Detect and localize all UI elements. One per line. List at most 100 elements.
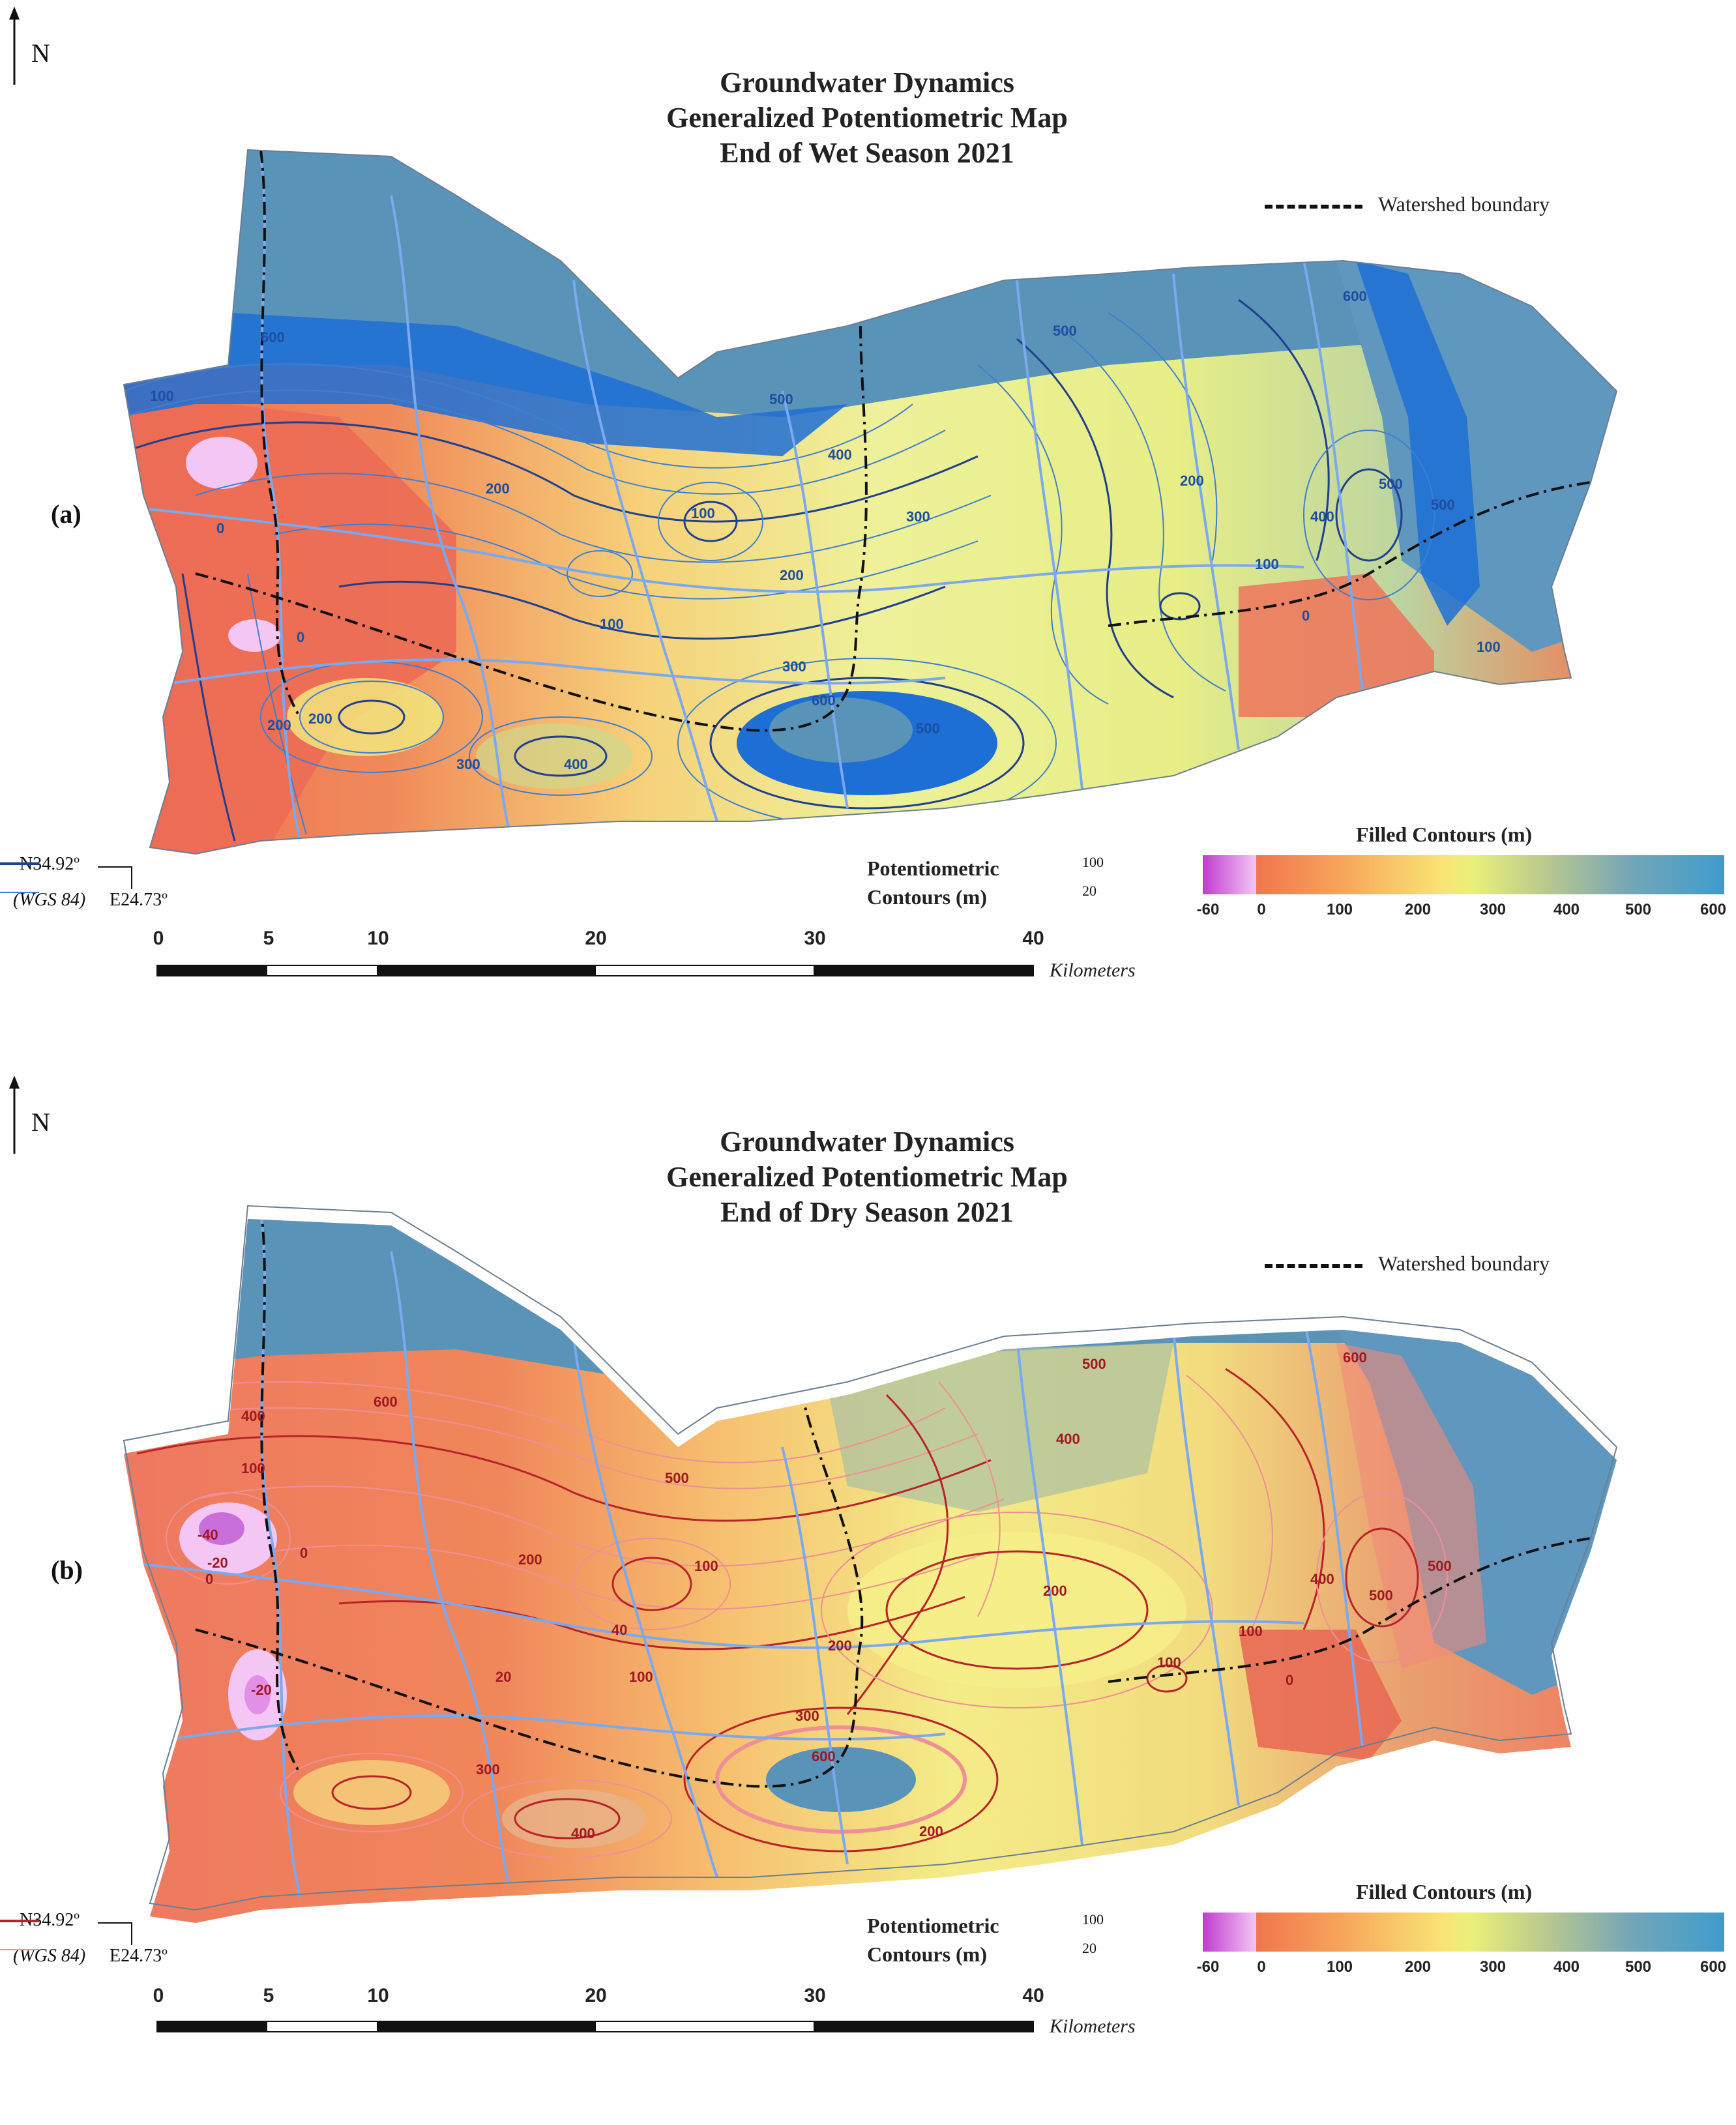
coastline-a (123, 149, 1618, 855)
contour-lines-b (130, 1368, 1448, 1858)
contour-label: 100 (1255, 556, 1279, 572)
contour-label: 100 (629, 1669, 653, 1685)
scale-tick: 40 (1022, 1985, 1044, 2006)
title-line: End of Dry Season 2021 (720, 1196, 1014, 1228)
colorbar-tick: 0 (1257, 1958, 1266, 1976)
watershed-boundary-label: Watershed boundary (1378, 1252, 1550, 1275)
watershed-boundary-a2 (195, 325, 868, 732)
river-network-a (143, 156, 1364, 842)
filled-contours-b (124, 1219, 1617, 1923)
contour-label: 200 (1043, 1583, 1067, 1599)
minor-contour-value: 20 (1082, 1940, 1096, 1956)
colorbar-tick: -60 (1196, 1958, 1220, 1976)
colorbar-tick: 500 (1625, 901, 1652, 918)
scale-tick: 40 (1022, 928, 1044, 949)
watershed-boundary-b2 (195, 1342, 864, 1788)
colorbar-tick: 200 (1404, 1958, 1432, 1976)
panel-label-b: (b) (51, 1555, 83, 1585)
colorbar-tick: 400 (1553, 901, 1580, 918)
contour-label: 0 (297, 629, 304, 645)
scale-tick: 10 (367, 1985, 389, 2006)
contour-label: 600 (1343, 288, 1367, 304)
datum-label: (WGS 84) (13, 890, 86, 910)
contour-label: 100 (1477, 639, 1501, 655)
major-contour-swatch-a (0, 862, 39, 865)
filled-contours-colorbar-a (1203, 855, 1724, 894)
watershed-boundary-label: Watershed boundary (1378, 192, 1550, 216)
contour-label: 200 (780, 567, 804, 583)
contour-labels-b: 400 600 100 -40 -20 0 0 -20 200 500 100 … (198, 1349, 1452, 1841)
contour-label: 300 (782, 658, 806, 675)
contour-label: 500 (1431, 497, 1455, 513)
colorbar-tick: 300 (1479, 1958, 1507, 1976)
contour-label: 500 (665, 1470, 689, 1486)
contour-label: -20 (207, 1555, 228, 1571)
major-contour-swatch-b (0, 1920, 39, 1922)
contour-label: 300 (795, 1708, 819, 1724)
contour-label: 200 (486, 480, 510, 497)
contour-label: 200 (308, 711, 332, 727)
panel-label-a: (a) (51, 499, 81, 529)
title-line: Groundwater Dynamics (720, 1126, 1014, 1158)
map-canvas-a: 600 100 0 200 100 200 0 100 200 300 400 … (123, 149, 1618, 855)
coastline-b (123, 1205, 1618, 1911)
colorbar-tick: 600 (1699, 901, 1727, 918)
contour-label: 600 (374, 1394, 398, 1410)
contour-label: 200 (1180, 473, 1204, 489)
watershed-boundary-a3 (1108, 481, 1591, 627)
title-line: Groundwater Dynamics (720, 66, 1014, 98)
title-line: Generalized Potentiometric Map (666, 1161, 1068, 1193)
colorbar-tick: 100 (1326, 901, 1353, 918)
legend-title-line: Potentiometric (867, 857, 999, 880)
map-canvas-b: 400 600 100 -40 -20 0 0 -20 200 500 100 … (123, 1205, 1618, 1923)
contour-label: 200 (267, 717, 291, 733)
contour-label: 0 (300, 1545, 308, 1561)
contour-label: 500 (1082, 1356, 1106, 1372)
contour-label: -40 (198, 1527, 218, 1543)
legend-title-line: Potentiometric (867, 1914, 999, 1937)
minor-contour-value: 20 (1082, 883, 1096, 899)
contour-label: 200 (828, 1637, 852, 1654)
colorbar-tick: 100 (1326, 1958, 1353, 1976)
minor-contour-swatch-b (0, 1949, 39, 1950)
contour-label: 100 (1239, 1623, 1263, 1639)
map-panel-b: 400 600 100 -40 -20 0 0 -20 200 500 100 … (0, 1069, 1736, 2125)
watershed-boundary-legend-b: Watershed boundary (1265, 1252, 1630, 1276)
map-title-a: Groundwater Dynamics Generalized Potenti… (574, 65, 1160, 171)
contour-label: 0 (1302, 608, 1310, 624)
legend-title-line: Contours (m) (867, 885, 987, 909)
contour-label: 200 (518, 1551, 542, 1568)
contour-label: 300 (456, 756, 480, 772)
contour-label: 600 (812, 1748, 836, 1765)
colorbar-tick: 400 (1553, 1958, 1580, 1976)
legend-title-line: Contours (m) (867, 1942, 987, 1966)
watershed-boundary-b3 (1108, 1537, 1591, 1683)
watershed-boundary-a (259, 150, 301, 718)
coordinate-corner-icon (98, 866, 132, 889)
colorbar-negative (1203, 1912, 1256, 1952)
scale-unit: Kilometers (1050, 960, 1136, 981)
contour-label: 400 (571, 1825, 595, 1841)
contour-label: 100 (241, 1460, 265, 1476)
potentiometric-legend-title-a: Potentiometric Contours (m) (867, 854, 999, 911)
map-panel-a: 600 100 0 200 100 200 0 100 200 300 400 … (0, 0, 1736, 1056)
contour-label: 20 (495, 1669, 511, 1685)
colorbar-tick: 300 (1479, 901, 1507, 918)
watershed-boundary-legend-a: Watershed boundary (1265, 192, 1630, 216)
title-line: Generalized Potentiometric Map (666, 102, 1068, 134)
scale-tick: 20 (585, 1985, 607, 2006)
colorbar-positive (1256, 855, 1724, 894)
filled-contours-title-a: Filled Contours (m) (1356, 823, 1533, 846)
longitude-label: E24.73º (110, 890, 168, 910)
colorbar-tick: 0 (1257, 901, 1266, 918)
contour-label: 0 (1286, 1672, 1293, 1688)
scale-tick: 10 (367, 928, 389, 949)
colorbar-tick: 600 (1699, 1958, 1727, 1976)
filled-contours-colorbar-b (1203, 1912, 1724, 1952)
contour-label: 600 (261, 329, 285, 345)
scale-tick: 5 (263, 1985, 274, 2006)
dash-dot-line-icon (1265, 1263, 1362, 1268)
contour-label: 400 (1310, 508, 1334, 525)
contour-label: 100 (1157, 1654, 1181, 1671)
scale-tick: 0 (153, 1985, 164, 2006)
